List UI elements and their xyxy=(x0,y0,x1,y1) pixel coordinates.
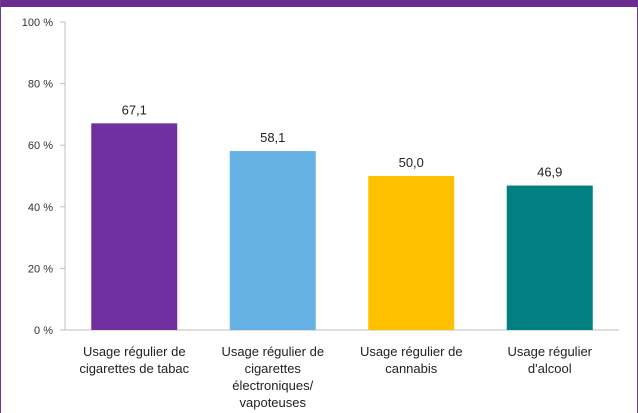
data-label: 58,1 xyxy=(260,130,285,145)
y-tick-label: 80 % xyxy=(28,79,53,91)
top-color-band xyxy=(1,0,638,7)
category-label: cigarettes xyxy=(245,361,302,376)
y-tick-label: 60 % xyxy=(28,140,53,152)
y-tick-label: 40 % xyxy=(28,202,53,214)
category-label: Usage régulier xyxy=(507,344,592,359)
bar xyxy=(506,185,593,330)
category-label: cannabis xyxy=(385,361,438,376)
y-tick-label: 20 % xyxy=(28,263,53,275)
category-label: électroniques/ xyxy=(232,378,313,393)
data-label: 50,0 xyxy=(399,155,424,170)
bar xyxy=(91,123,178,330)
category-label: d'alcool xyxy=(528,361,572,376)
category-label: Usage régulier de xyxy=(360,344,463,359)
data-label: 67,1 xyxy=(122,102,147,117)
bar xyxy=(229,151,316,330)
category-label: vapoteuses xyxy=(240,395,307,410)
y-tick-label: 0 % xyxy=(34,325,53,337)
y-tick-label: 100 % xyxy=(22,17,53,29)
category-label: cigarettes de tabac xyxy=(79,361,189,376)
bar xyxy=(368,176,455,330)
data-label: 46,9 xyxy=(537,165,562,180)
category-label: Usage régulier de xyxy=(221,344,324,359)
category-label: Usage régulier de xyxy=(83,344,186,359)
